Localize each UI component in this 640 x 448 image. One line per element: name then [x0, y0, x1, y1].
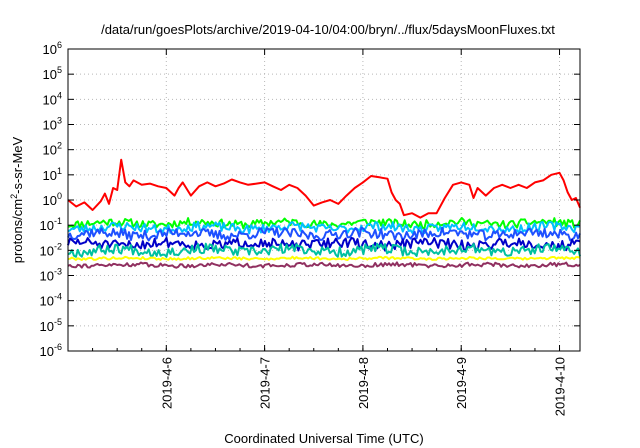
y-tick-label: 10-5 [40, 317, 62, 334]
series-group [67, 158, 581, 269]
y-tick-label: 10-1 [40, 216, 62, 233]
x-axis-ticks: 2019-4-6 2019-4-7 2019-4-8 2019-4-9 2019-4-1… [67, 49, 568, 416]
x-tick-label: 2019-4-7 [258, 357, 273, 409]
series-line-8 [67, 261, 581, 269]
y-tick-label: 100 [43, 191, 62, 208]
y-axis-label: protons/cm2-s-sr-MeV [9, 136, 25, 263]
series-line-6 [67, 242, 581, 258]
series-line-1 [67, 158, 581, 219]
grid-lines [68, 49, 580, 351]
y-tick-label: 101 [43, 166, 62, 183]
y-tick-label: 10-4 [40, 292, 62, 309]
y-axis-label-sup: 2 [9, 194, 19, 199]
y-axis-label-pre: protons/cm [10, 199, 25, 263]
series-line-5 [67, 236, 581, 252]
series-line-2 [67, 217, 581, 230]
y-tick-label: 104 [43, 90, 62, 107]
y-tick-label: 102 [43, 141, 62, 158]
y-tick-label: 10-6 [40, 342, 62, 359]
x-axis-label: Coordinated Universal Time (UTC) [224, 431, 423, 446]
y-axis-label-post: -s-sr-MeV [10, 136, 25, 193]
chart-title: /data/run/goesPlots/archive/2019-04-10/0… [101, 22, 555, 37]
x-tick-label: 2019-4-9 [454, 357, 469, 409]
y-tick-label: 103 [43, 116, 62, 133]
y-tick-label: 106 [43, 40, 62, 57]
series-line-4 [67, 226, 581, 242]
x-tick-label: 2019-4-10 [553, 357, 568, 416]
y-tick-label: 10-3 [40, 267, 62, 284]
y-axis-ticks: 10-6 10-5 10-4 10-3 10-2 10-1 100 101 102 103 104 1… [40, 40, 580, 359]
series-line-7 [67, 255, 581, 261]
x-tick-label: 2019-4-8 [356, 357, 371, 409]
y-tick-label: 10-2 [40, 241, 62, 258]
y-tick-label: 105 [43, 65, 62, 82]
x-tick-label: 2019-4-6 [159, 357, 174, 409]
